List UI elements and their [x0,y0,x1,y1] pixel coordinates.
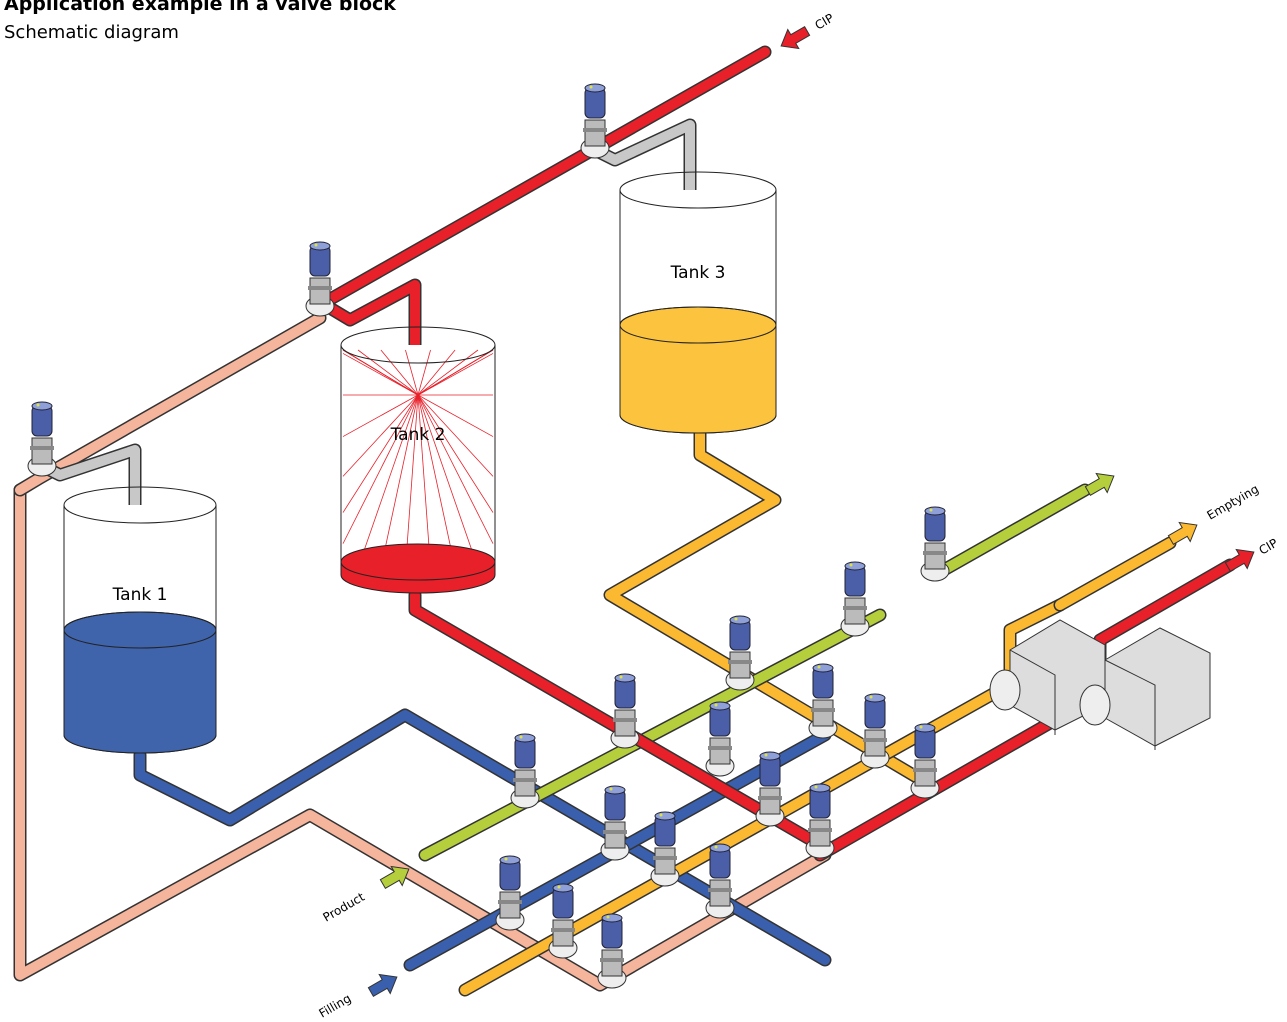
valve [921,507,949,581]
flow-label: Product [321,890,368,925]
valve [726,616,754,690]
tanks [64,172,776,753]
flow-label: Emptying [1205,482,1262,523]
valve [756,752,784,826]
tank-label: Tank 1 [112,585,168,605]
valve [911,724,939,798]
title: Application example in a valve block [4,0,396,15]
pipe [1060,543,1170,605]
valve [601,786,629,860]
pipe [935,490,1085,575]
diagram: Application example in a valve block Sch… [0,0,1287,1022]
valve [651,812,679,886]
valve [706,702,734,776]
valve [549,884,577,958]
flow-label: CIP [813,11,837,33]
valve [28,402,56,476]
flow-label: CIP [1257,536,1281,558]
valve [841,562,869,636]
valve [809,664,837,738]
valve [511,734,539,808]
valve [598,914,626,988]
valve [611,674,639,748]
valve [581,84,609,158]
flow-arrow [365,967,402,1001]
valve [806,784,834,858]
valve [861,694,889,768]
flow-label: Filling [317,991,354,1020]
tank-label: Tank 2 [390,425,446,445]
page: Application example in a valve block Sch… [0,0,1287,1022]
flow-arrow [776,21,813,55]
tank-label: Tank 3 [670,263,726,283]
pipe [20,318,320,490]
subtitle: Schematic diagram [4,22,179,43]
valve [706,844,734,918]
valve [496,856,524,930]
valve [306,242,334,316]
